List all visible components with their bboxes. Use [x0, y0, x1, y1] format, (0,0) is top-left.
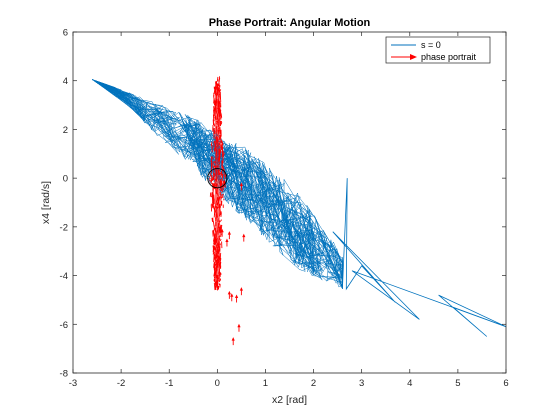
axes-box	[72, 31, 507, 374]
phase-arrow-head	[227, 290, 231, 295]
legend-label-s-zero: s = 0	[421, 40, 441, 50]
x-tick-label: 6	[503, 378, 508, 389]
plot-area	[73, 32, 506, 373]
phase-arrow-2	[230, 293, 234, 302]
y-tick-label: 4	[63, 76, 68, 87]
phase-arrow-5	[227, 290, 231, 299]
x-tick-label: 3	[359, 378, 364, 389]
x-tick-label: 0	[215, 378, 220, 389]
data-layer	[91, 76, 506, 346]
phase-arrow-0	[239, 287, 243, 296]
phase-arrow-9	[242, 233, 246, 242]
x-tick-label: -3	[69, 378, 77, 389]
phase-arrow-6	[239, 182, 243, 191]
x-tick-label: 2	[311, 378, 316, 389]
phase-arrow-head	[231, 337, 235, 341]
legend: s = 0 phase portrait	[385, 36, 491, 64]
ticks-layer: -3 -2 -1 0 1 2 3 4 5 6 -8 -6 -4 -2 0 2 4 6	[60, 28, 509, 390]
legend-box	[385, 36, 491, 64]
origin-circle	[207, 168, 228, 189]
series-phase-portrait	[209, 76, 246, 346]
y-tick-label: -8	[60, 369, 68, 380]
x-tick-label: 4	[407, 378, 412, 389]
phase-arrow-head	[230, 293, 234, 297]
y-axis-label: x4 [rad/s]	[40, 181, 52, 224]
phase-arrow-head	[242, 233, 246, 238]
legend-label-phase: phase portrait	[421, 52, 477, 62]
y-tick-label: 0	[63, 174, 68, 185]
phase-arrow-3	[237, 323, 241, 332]
phase-arrow-1	[234, 294, 239, 303]
x-tick-label: 5	[455, 378, 460, 389]
phase-arrow-head	[227, 231, 231, 235]
phase-arrow-8	[227, 231, 231, 240]
phase-arrow-head	[234, 294, 239, 298]
x-tick-label: -2	[117, 378, 125, 389]
y-tick-label: 2	[63, 125, 68, 136]
phase-arrow-head	[239, 287, 243, 291]
phase-arrow-4	[231, 337, 235, 346]
x-tick-label: 1	[263, 378, 268, 389]
phase-arrow-7	[225, 238, 229, 247]
y-tick-label: 6	[63, 28, 68, 39]
y-tick-label: -2	[60, 222, 68, 233]
x-axis-label: x2 [rad]	[272, 394, 307, 406]
y-tick-label: -6	[60, 320, 68, 331]
phase-arrow-head	[220, 228, 224, 233]
phase-arrow-10	[220, 228, 224, 237]
series-s-zero-tail	[332, 178, 506, 337]
phase-arrow-head	[225, 238, 229, 242]
y-tick-label: -4	[60, 271, 68, 282]
x-tick-label: -1	[165, 378, 173, 389]
series-phase-portrait-core	[214, 90, 220, 279]
legend-arrow-phase	[410, 54, 417, 60]
phase-arrow-head	[237, 323, 241, 328]
chart-title: Phase Portrait: Angular Motion	[209, 17, 371, 29]
phase-arrow-head	[239, 182, 243, 186]
